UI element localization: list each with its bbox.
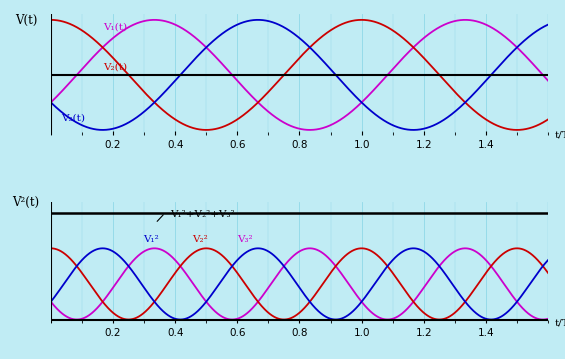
Text: V₂²: V₂² [193,235,208,244]
Y-axis label: V²(t): V²(t) [12,196,40,209]
Text: t/T: t/T [554,318,565,328]
Text: V₁²+V₂²+V₃²: V₁²+V₂²+V₃² [170,210,235,219]
Text: V₂(t): V₂(t) [103,63,127,72]
Y-axis label: V(t): V(t) [15,14,37,27]
Text: t/T: t/T [554,131,565,140]
Text: V₃²: V₃² [237,235,253,244]
Text: V₁²: V₁² [143,235,159,244]
Text: V₁(t): V₁(t) [103,23,127,32]
Text: V₃(t): V₃(t) [61,114,85,123]
